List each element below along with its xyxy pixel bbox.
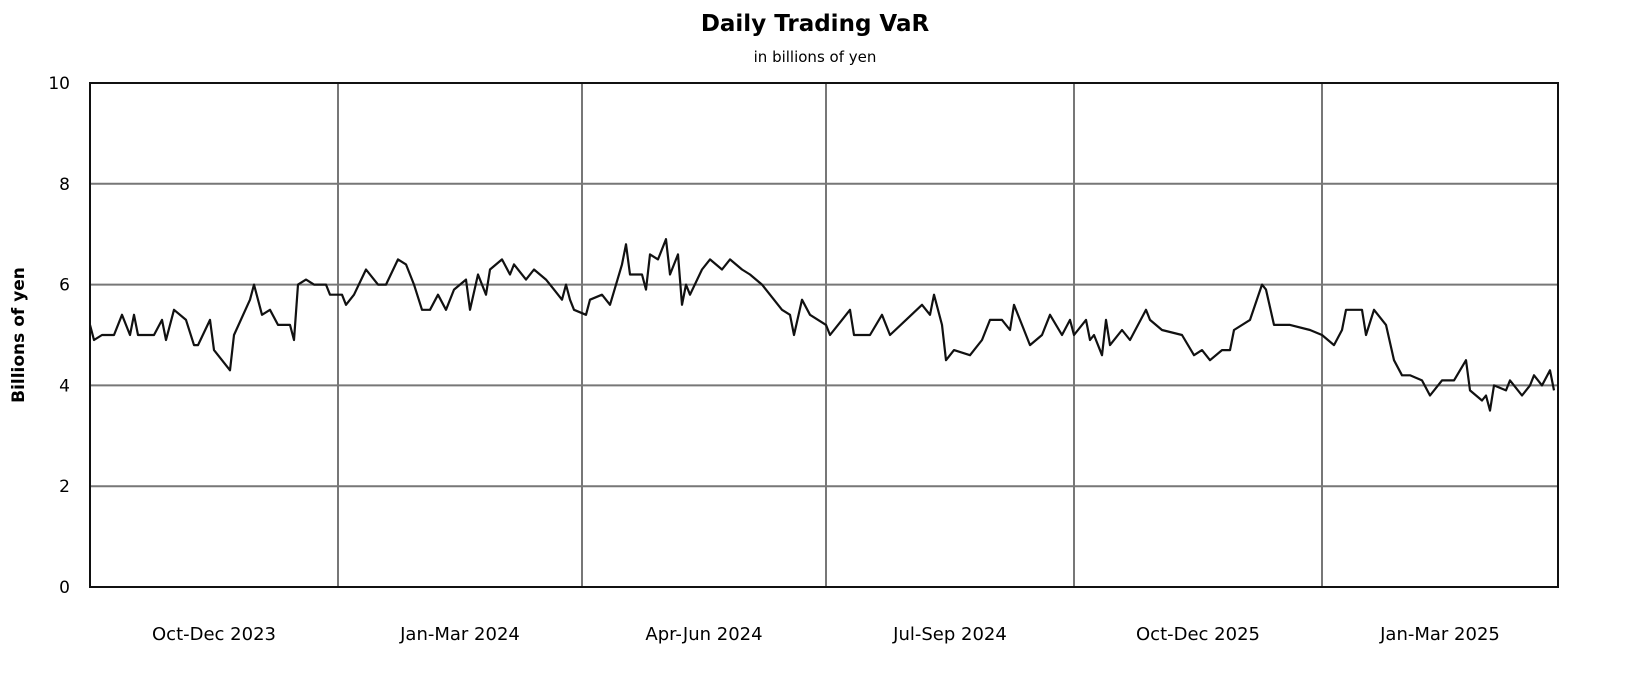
y-tick-label: 2 bbox=[59, 477, 70, 497]
x-tick-label: Apr-Jun 2024 bbox=[645, 624, 762, 645]
x-tick-label: Jul-Sep 2024 bbox=[892, 624, 1007, 645]
y-tick-label: 10 bbox=[48, 74, 70, 94]
y-tick-label: 4 bbox=[59, 376, 70, 396]
y-tick-label: 8 bbox=[59, 175, 70, 195]
x-tick-label: Oct-Dec 2023 bbox=[152, 624, 276, 645]
chart-subtitle: in billions of yen bbox=[754, 48, 877, 66]
var-series-line bbox=[88, 238, 1556, 412]
y-tick-label: 6 bbox=[59, 276, 70, 296]
plot-frame bbox=[89, 82, 1559, 588]
y-tick-label: 0 bbox=[59, 578, 70, 598]
chart-title: Daily Trading VaR bbox=[701, 11, 930, 37]
x-tick-label: Oct-Dec 2025 bbox=[1136, 624, 1260, 645]
y-axis-label: Billions of yen bbox=[9, 267, 29, 403]
x-tick-label: Jan-Mar 2024 bbox=[399, 624, 520, 645]
x-tick-label: Jan-Mar 2025 bbox=[1379, 624, 1500, 645]
